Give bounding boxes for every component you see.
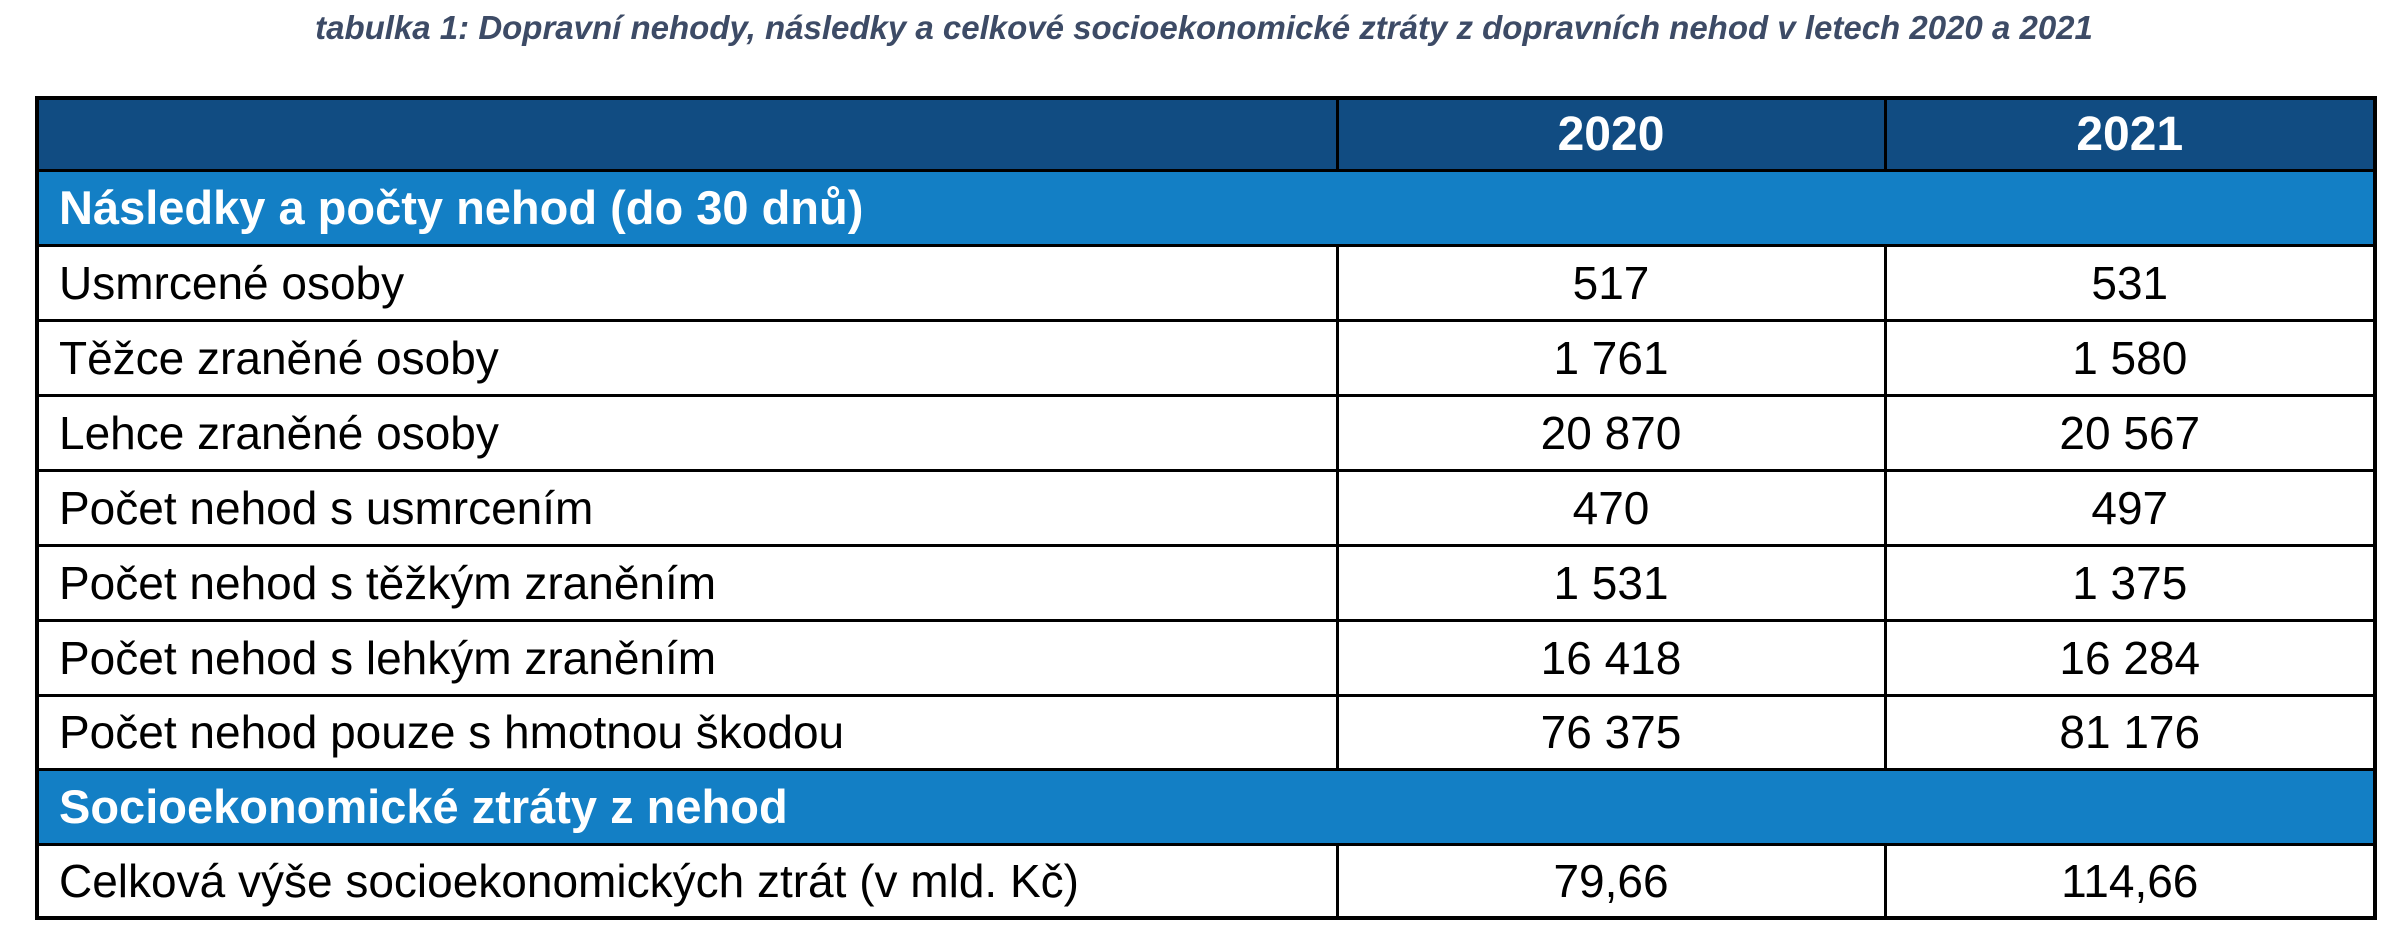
section-consequences: Následky a počty nehod (do 30 dnů) Usmrc… <box>35 168 2377 771</box>
row-label: Počet nehod s lehkým zraněním <box>35 618 1339 697</box>
value-2021: 1 580 <box>1883 318 2377 397</box>
section-header-label: Následky a počty nehod (do 30 dnů) <box>35 168 2377 247</box>
table-caption: tabulka 1: Dopravní nehody, následky a c… <box>315 9 2093 46</box>
value-2021: 1 375 <box>1883 543 2377 622</box>
value-2020: 1 531 <box>1335 543 1887 622</box>
value-2021: 531 <box>1883 243 2377 322</box>
value-2020: 1 761 <box>1335 318 1887 397</box>
year-header-row: 2020 2021 <box>35 96 2377 172</box>
table-row: Počet nehod s lehkým zraněním 16 418 16 … <box>35 618 2377 697</box>
table-row: Usmrcené osoby 517 531 <box>35 243 2377 322</box>
empty-header-cell <box>35 96 1339 172</box>
row-label: Těžce zraněné osoby <box>35 318 1339 397</box>
row-label: Lehce zraněné osoby <box>35 393 1339 472</box>
table-row: Počet nehod s těžkým zraněním 1 531 1 37… <box>35 543 2377 622</box>
value-2020: 79,66 <box>1335 842 1887 920</box>
table-row: Celková výše socioekonomických ztrát (v … <box>35 842 2377 920</box>
table-row: Počet nehod s usmrcením 470 497 <box>35 468 2377 547</box>
year-header-2021: 2021 <box>1883 96 2377 172</box>
year-header-2020: 2020 <box>1335 96 1887 172</box>
table-row: Těžce zraněné osoby 1 761 1 580 <box>35 318 2377 397</box>
value-2021: 81 176 <box>1883 693 2377 771</box>
value-2020: 517 <box>1335 243 1887 322</box>
value-2021: 114,66 <box>1883 842 2377 920</box>
table-row: Lehce zraněné osoby 20 870 20 567 <box>35 393 2377 472</box>
traffic-accidents-table: 2020 2021 Následky a počty nehod (do 30 … <box>35 96 2377 920</box>
row-label: Usmrcené osoby <box>35 243 1339 322</box>
row-label: Počet nehod pouze s hmotnou škodou <box>35 693 1339 771</box>
table-row: Počet nehod pouze s hmotnou škodou 76 37… <box>35 693 2377 771</box>
value-2021: 20 567 <box>1883 393 2377 472</box>
section-header-label: Socioekonomické ztráty z nehod <box>35 767 2377 846</box>
value-2021: 497 <box>1883 468 2377 547</box>
section-header-row: Následky a počty nehod (do 30 dnů) <box>35 168 2377 247</box>
value-2020: 16 418 <box>1335 618 1887 697</box>
row-label: Počet nehod s těžkým zraněním <box>35 543 1339 622</box>
value-2021: 16 284 <box>1883 618 2377 697</box>
value-2020: 470 <box>1335 468 1887 547</box>
row-label: Celková výše socioekonomických ztrát (v … <box>35 842 1339 920</box>
section-socioeconomic-losses: Socioekonomické ztráty z nehod Celková v… <box>35 767 2377 920</box>
value-2020: 20 870 <box>1335 393 1887 472</box>
value-2020: 76 375 <box>1335 693 1887 771</box>
section-header-row: Socioekonomické ztráty z nehod <box>35 767 2377 846</box>
row-label: Počet nehod s usmrcením <box>35 468 1339 547</box>
